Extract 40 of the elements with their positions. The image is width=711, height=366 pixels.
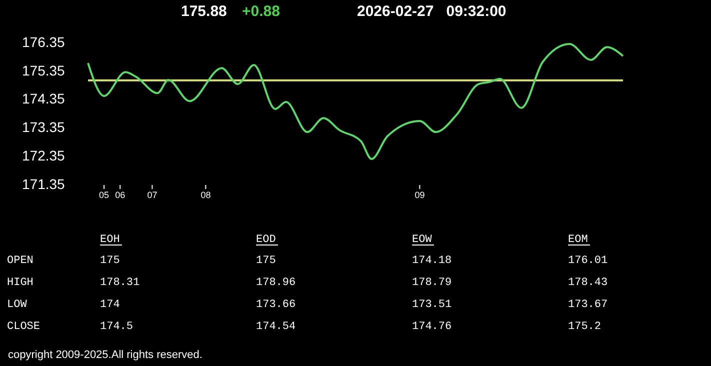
category-label: EOW <box>412 234 432 246</box>
category-label: HIGH <box>7 277 34 289</box>
text: 174.76 <box>412 321 452 333</box>
text: 173.67 <box>568 299 608 311</box>
text: 174.5 <box>100 321 134 333</box>
text: 174.54 <box>256 321 296 333</box>
chart-subtitle: +0.88 <box>242 3 280 20</box>
text: 175 <box>100 255 120 267</box>
y-tick-label: 171.35 <box>22 176 66 192</box>
text: 175.2 <box>568 321 602 333</box>
y-tick-label: 175.35 <box>22 62 66 78</box>
text: 174 <box>100 299 120 311</box>
category-label: CLOSE <box>7 321 40 333</box>
text: 178.43 <box>568 277 608 289</box>
x-tick-label: 08 <box>200 190 211 200</box>
x-tick-label: 07 <box>147 190 158 200</box>
x-tick-label: 09 <box>414 190 425 200</box>
text: 175 <box>256 255 276 267</box>
text: 178.96 <box>256 277 296 289</box>
y-tick-label: 176.35 <box>22 34 66 50</box>
text: 173.51 <box>412 299 452 311</box>
category-label: EOD <box>256 234 276 246</box>
category-label: OPEN <box>7 255 34 267</box>
line-series <box>87 42 624 160</box>
x-tick-label: 06 <box>115 190 126 200</box>
category-label: LOW <box>7 299 27 311</box>
x-tick-label: 05 <box>99 190 110 200</box>
category-label: EOH <box>100 234 120 246</box>
y-tick-label: 174.35 <box>22 90 66 107</box>
text: 178.79 <box>412 277 452 289</box>
text: 2026-02-27 09:32:00 <box>357 3 506 20</box>
category-label: EOM <box>568 234 588 246</box>
text: 178.31 <box>100 277 140 289</box>
chart-title: 175.88 <box>181 3 227 20</box>
text: 176.01 <box>568 255 608 267</box>
y-tick-label: 173.35 <box>22 119 66 136</box>
text: copyright 2009-2025.All rights reserved. <box>8 349 202 361</box>
text: 173.66 <box>256 299 296 311</box>
text: 174.18 <box>412 255 452 267</box>
y-tick-label: 172.35 <box>22 148 66 164</box>
